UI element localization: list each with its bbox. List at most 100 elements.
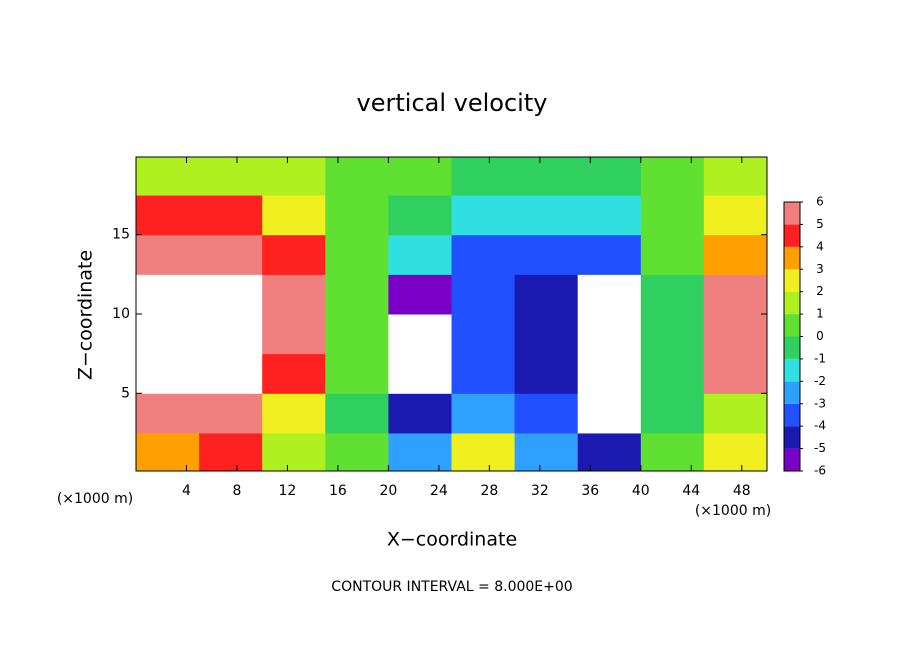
heat-cell [577,195,642,236]
colorbar-band [784,381,800,404]
heat-cell [325,314,389,355]
heat-cell [640,393,705,434]
colorbar-label: 3 [816,262,824,276]
heat-cell [262,353,326,394]
heat-cell [451,234,516,275]
colorbar-label: -2 [814,374,826,388]
colorbar-label: -1 [814,351,826,365]
heat-cell [451,157,516,196]
x-unit-label: (×1000 m) [695,503,771,519]
x-tick-label: 44 [682,483,700,499]
heat-cell [451,393,516,434]
colorbar-label: 4 [816,239,824,253]
x-axis-label: X−coordinate [387,529,517,551]
heat-cell [703,274,768,315]
heat-cell [262,234,326,275]
heat-cell [451,274,516,315]
x-tick-label: 36 [581,483,599,499]
heat-cell [577,353,642,394]
colorbar-label: -6 [814,464,826,478]
heat-cell [703,393,768,434]
heat-cell [388,353,452,394]
heat-cell [325,274,389,315]
heat-cell [388,314,452,355]
heat-cell [325,393,389,434]
colorbar-band [784,202,800,225]
colorbar-label: -5 [814,441,826,455]
heat-cell [136,157,200,196]
heat-cell [514,393,579,434]
heat-cell [451,314,516,355]
heat-cell [199,432,263,472]
heat-cell [199,314,263,355]
heat-cell [388,432,452,472]
heat-cell [514,432,579,472]
heat-cell [388,234,452,275]
x-tick-label: 40 [632,483,650,499]
heat-cell [640,353,705,394]
heat-cell [703,195,768,236]
heat-cell [388,274,452,315]
x-tick-label: 32 [531,483,549,499]
heat-cell [451,432,516,472]
x-tick-label: 20 [379,483,397,499]
heat-cell [262,157,326,196]
colorbar-band [784,246,800,270]
heat-cell [325,234,389,275]
heat-cell [514,234,579,275]
colorbar-band [784,336,800,359]
chart-title: vertical velocity [357,89,548,117]
colorbar-band [784,426,800,449]
heat-cell [388,157,452,196]
x-tick-label: 16 [329,483,347,499]
heat-cell [703,157,768,196]
heat-cell [199,157,263,196]
heat-cell [703,314,768,355]
heat-cell [577,234,642,275]
colorbar-label: 6 [816,195,824,209]
heat-cell [577,274,642,315]
heat-cell [136,314,200,355]
colorbar-band [784,358,800,382]
colorbar-band [784,448,800,471]
heat-cell [577,314,642,355]
heat-cell [514,157,579,196]
heat-cell [199,274,263,315]
heat-cell [577,432,642,472]
heat-cell [199,234,263,275]
heat-cell [703,234,768,275]
heat-cell [325,353,389,394]
colorbar-label: 5 [816,217,824,231]
colorbar-band [784,403,800,427]
heat-cell [262,274,326,315]
heat-cell [136,432,200,472]
heat-cell [514,274,579,315]
heat-cell [262,314,326,355]
heat-cell [388,393,452,434]
contour-note: CONTOUR INTERVAL = 8.000E+00 [331,579,572,595]
colorbar-label: 2 [816,284,824,298]
colorbar-band [784,291,800,315]
heat-cell [136,195,200,236]
colorbar-band [784,314,800,337]
heat-cell [325,195,389,236]
heat-cell [325,157,389,196]
heat-cell [451,353,516,394]
heat-cell [703,432,768,472]
heat-cell [514,195,579,236]
heat-cell [136,274,200,315]
heat-cell [136,393,200,434]
x-tick-label: 24 [430,483,448,499]
heat-cell [199,393,263,434]
heat-cell [262,432,326,472]
heat-cell [577,393,642,434]
heat-cell [640,234,705,275]
heat-cell [640,314,705,355]
heat-cell [136,353,200,394]
colorbar-band [784,269,800,292]
heat-cell [577,157,642,196]
heat-cell [199,353,263,394]
heat-cell [262,393,326,434]
colorbar-label: -3 [814,396,826,410]
